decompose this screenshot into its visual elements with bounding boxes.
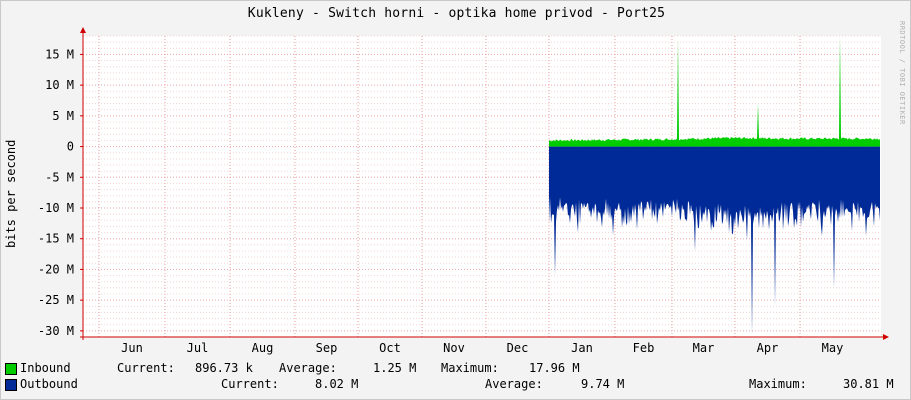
- y-axis-arrow: [80, 27, 86, 33]
- legend-inbound-average-label: Average:: [279, 361, 337, 375]
- x-tick-label: May: [822, 341, 844, 355]
- y-tick-label: 5 M: [52, 109, 74, 123]
- x-tick-label: Oct: [379, 341, 401, 355]
- legend-outbound-average-label: Average:: [485, 377, 543, 391]
- legend-outbound-label: Outbound: [20, 377, 78, 391]
- legend-outbound-current: 8.02 M: [315, 377, 359, 391]
- legend-inbound-current: 896.73 k: [195, 361, 253, 375]
- x-tick-label: Nov: [443, 341, 465, 355]
- x-tick-label: Sep: [316, 341, 338, 355]
- y-tick-label: 15 M: [45, 47, 74, 61]
- y-tick-label: -30 M: [38, 324, 74, 338]
- x-tick-label: Apr: [757, 341, 779, 355]
- y-tick-label: -5 M: [45, 170, 74, 184]
- y-tick-label: -20 M: [38, 262, 74, 276]
- x-tick-label: Jan: [571, 341, 593, 355]
- x-tick-label: Jul: [187, 341, 209, 355]
- x-tick-label: Aug: [252, 341, 274, 355]
- outbound-area: [549, 146, 880, 336]
- x-tick-label: Jun: [121, 341, 143, 355]
- legend-inbound-maximum: 17.96 M: [529, 361, 580, 375]
- legend-outbound-maximum-label: Maximum:: [749, 377, 807, 391]
- legend-outbound-average: 9.74 M: [581, 377, 625, 391]
- y-tick-label: 10 M: [45, 78, 74, 92]
- x-tick-label: Feb: [633, 341, 655, 355]
- legend-inbound-average: 1.25 M: [373, 361, 417, 375]
- y-tick-label: 0: [67, 140, 74, 154]
- legend-inbound-current-label: Current:: [117, 361, 175, 375]
- y-tick-label: -25 M: [38, 293, 74, 307]
- rrdtool-watermark: RRDTOOL / TOBI OETIKER: [898, 21, 906, 125]
- traffic-chart: 15 M 10 M 5 M 0 -5 M -10 M -15 M -20 M -25 M -30 …: [38, 27, 889, 355]
- legend-inbound-label: Inbound: [20, 361, 71, 375]
- chart-title: Kukleny - Switch horni - optika home pri…: [247, 6, 666, 21]
- legend-inbound-maximum-label: Maximum:: [441, 361, 499, 375]
- outbound-swatch: [5, 379, 17, 391]
- x-tick-label: Mar: [693, 341, 715, 355]
- x-tick-label: Dec: [507, 341, 529, 355]
- legend-outbound-maximum: 30.81 M: [843, 377, 894, 391]
- y-tick-label: -10 M: [38, 201, 74, 215]
- x-axis-arrow: [883, 334, 889, 340]
- legend-outbound-current-label: Current:: [221, 377, 279, 391]
- inbound-swatch: [5, 363, 17, 375]
- y-tick-label: -15 M: [38, 232, 74, 246]
